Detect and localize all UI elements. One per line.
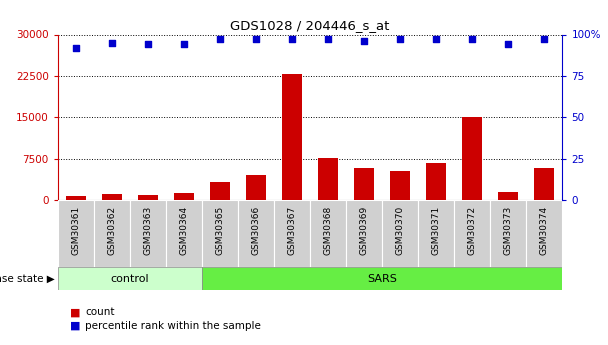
Bar	[462, 117, 482, 200]
Bar	[499, 193, 518, 200]
FancyBboxPatch shape	[527, 200, 562, 267]
Text: GSM30369: GSM30369	[360, 206, 368, 255]
Point	[431, 37, 441, 42]
FancyBboxPatch shape	[454, 200, 490, 267]
Text: disease state ▶: disease state ▶	[0, 274, 55, 284]
Bar	[210, 183, 230, 200]
Text: ■: ■	[70, 307, 80, 317]
Text: ■: ■	[70, 321, 80, 331]
Text: GSM30367: GSM30367	[288, 206, 297, 255]
Title: GDS1028 / 204446_s_at: GDS1028 / 204446_s_at	[230, 19, 390, 32]
Point	[287, 37, 297, 42]
FancyBboxPatch shape	[274, 200, 310, 267]
Text: GSM30363: GSM30363	[143, 206, 153, 255]
Point	[539, 37, 549, 42]
Text: GSM30370: GSM30370	[396, 206, 405, 255]
FancyBboxPatch shape	[238, 200, 274, 267]
Point	[503, 42, 513, 47]
FancyBboxPatch shape	[94, 200, 130, 267]
Point	[395, 37, 405, 42]
Text: GSM30368: GSM30368	[323, 206, 333, 255]
FancyBboxPatch shape	[58, 200, 94, 267]
Bar	[138, 195, 158, 200]
Bar	[354, 168, 374, 200]
FancyBboxPatch shape	[310, 200, 346, 267]
FancyBboxPatch shape	[130, 200, 166, 267]
Bar	[174, 194, 194, 200]
Bar	[390, 171, 410, 200]
Text: GSM30365: GSM30365	[215, 206, 224, 255]
Point	[179, 42, 188, 47]
Bar	[282, 74, 302, 200]
FancyBboxPatch shape	[490, 200, 527, 267]
Bar	[58, 267, 202, 290]
Bar	[202, 267, 562, 290]
Text: GSM30373: GSM30373	[504, 206, 513, 255]
Bar	[318, 158, 338, 200]
Point	[468, 37, 477, 42]
FancyBboxPatch shape	[202, 200, 238, 267]
Point	[71, 45, 81, 50]
FancyBboxPatch shape	[346, 200, 382, 267]
Bar	[66, 196, 86, 200]
Bar	[246, 175, 266, 200]
Point	[251, 37, 261, 42]
Text: percentile rank within the sample: percentile rank within the sample	[85, 321, 261, 331]
Text: count: count	[85, 307, 115, 317]
Text: GSM30364: GSM30364	[179, 206, 188, 255]
Text: control: control	[111, 274, 149, 284]
Text: GSM30372: GSM30372	[468, 206, 477, 255]
Text: SARS: SARS	[367, 274, 397, 284]
FancyBboxPatch shape	[166, 200, 202, 267]
Text: GSM30374: GSM30374	[540, 206, 549, 255]
Text: GSM30366: GSM30366	[252, 206, 260, 255]
Point	[359, 38, 369, 44]
Bar	[102, 194, 122, 200]
Point	[215, 37, 225, 42]
Text: GSM30371: GSM30371	[432, 206, 441, 255]
FancyBboxPatch shape	[382, 200, 418, 267]
Text: GSM30361: GSM30361	[71, 206, 80, 255]
FancyBboxPatch shape	[418, 200, 454, 267]
Text: GSM30362: GSM30362	[108, 206, 116, 255]
Bar	[534, 168, 554, 200]
Point	[143, 42, 153, 47]
Bar	[426, 162, 446, 200]
Point	[107, 40, 117, 46]
Point	[323, 37, 333, 42]
